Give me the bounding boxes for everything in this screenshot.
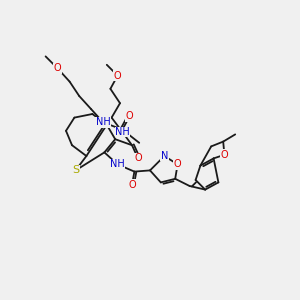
Text: O: O xyxy=(174,159,182,170)
Text: S: S xyxy=(72,165,79,176)
Text: NH: NH xyxy=(110,159,125,170)
Text: O: O xyxy=(128,180,136,190)
Text: O: O xyxy=(126,111,134,122)
Text: NH: NH xyxy=(96,117,111,128)
Text: O: O xyxy=(54,63,61,74)
Text: O: O xyxy=(220,150,228,160)
Text: O: O xyxy=(114,70,122,81)
Text: N: N xyxy=(161,151,168,161)
Text: O: O xyxy=(134,153,142,164)
Text: NH: NH xyxy=(115,127,130,137)
